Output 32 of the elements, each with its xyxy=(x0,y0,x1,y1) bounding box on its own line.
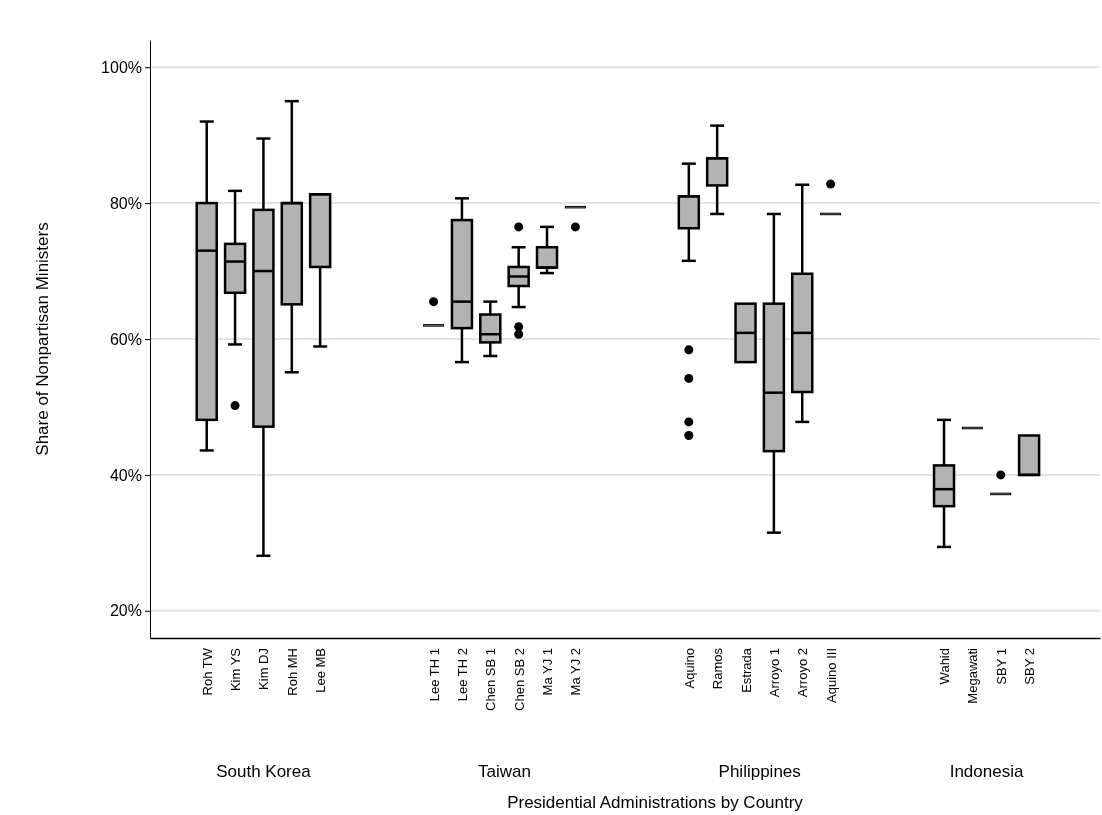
x-tick-label: Kim YS xyxy=(228,647,244,692)
x-tick-label: Kim DJ xyxy=(256,648,272,690)
x-tick-label: Chen SB 1 xyxy=(483,648,499,711)
x-tick-label: Chen SB 2 xyxy=(511,648,527,711)
x-tick-label: Estrada xyxy=(738,647,754,693)
y-axis-title: Share of Nonpartisan Ministers xyxy=(33,222,52,456)
y-tick-label: 20% xyxy=(109,602,142,620)
x-tick-label: Aquino xyxy=(681,648,697,689)
x-tick-label: Ramos xyxy=(710,647,726,690)
y-tick-label: 60% xyxy=(109,330,142,348)
x-tick-label: SBY 1 xyxy=(993,648,1009,685)
x-tick-label: Aquino III xyxy=(823,648,839,703)
x-tick-label: Wahid xyxy=(937,648,953,685)
text: Indonesia xyxy=(949,762,1024,781)
x-tick-label: Megawati xyxy=(965,647,981,704)
text: Taiwan xyxy=(478,762,531,781)
text: Philippines xyxy=(718,762,801,781)
x-tick-label: Lee TH 2 xyxy=(454,648,470,702)
y-tick-label: 40% xyxy=(109,466,142,484)
y-tick-label: 100% xyxy=(101,58,142,76)
x-tick-label: Roh TW xyxy=(199,647,215,696)
x-tick-label: Roh MH xyxy=(284,648,300,696)
x-tick-label: Ma YJ 1 xyxy=(540,648,556,696)
x-tick-label: Lee TH 1 xyxy=(426,648,442,702)
x-tick-label: Arroyo 2 xyxy=(795,648,811,698)
x-tick-label: Lee MB xyxy=(313,648,329,693)
y-tick-label: 80% xyxy=(109,194,142,212)
x-axis-title: Presidential Administrations by Country xyxy=(507,793,804,812)
x-tick-label: Arroyo 1 xyxy=(766,648,782,698)
x-tick-label: Ma YJ 2 xyxy=(568,648,584,696)
text: South Korea xyxy=(216,762,312,781)
x-tick-label: SBY 2 xyxy=(1022,648,1038,685)
